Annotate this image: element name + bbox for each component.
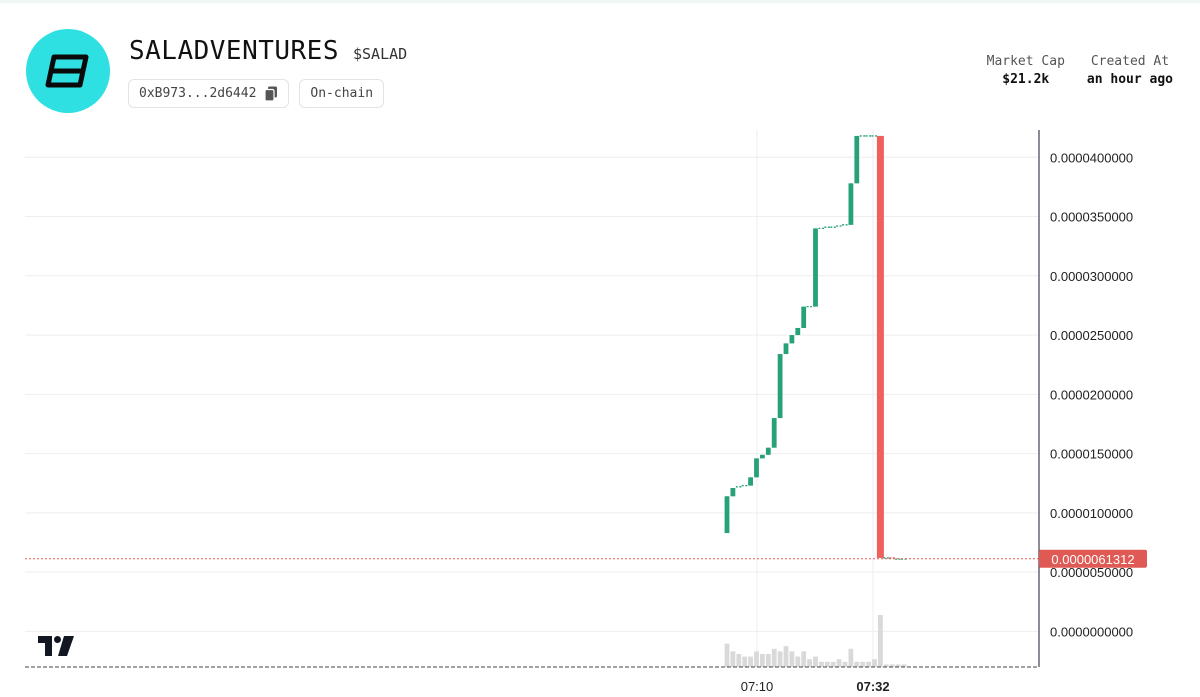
last-price-badge: [1039, 549, 1147, 568]
y-tick-label: 0.0000000000: [1050, 624, 1133, 639]
volume-bar: [801, 651, 807, 667]
volume-bar: [830, 661, 836, 667]
candle-body: [876, 135, 884, 558]
created-at-label: Created At: [1090, 54, 1170, 69]
top-accent-line: [0, 0, 1200, 3]
token-header: SALADVENTURES $SALAD 0xB973...2d6442 On-…: [0, 0, 1200, 130]
created-at-value: an hour ago: [1086, 72, 1173, 87]
volume-bar: [872, 659, 877, 667]
volume-bar: [742, 656, 748, 667]
market-cap-value: $21.2k: [1002, 72, 1050, 87]
volume-layer: [724, 615, 907, 667]
volume-bar: [883, 664, 889, 667]
token-ticker: $SALAD: [353, 45, 408, 63]
volume-bar: [842, 661, 848, 667]
volume-bar: [895, 664, 901, 667]
volume-bar: [730, 651, 736, 667]
volume-bar: [866, 661, 871, 667]
salad-logo-icon: [45, 54, 89, 88]
candle-body: [801, 306, 807, 328]
volume-bar: [765, 654, 771, 667]
x-tick-label: 07:32: [856, 679, 889, 694]
candle-body: [760, 454, 765, 459]
y-tick-label: 0.0000200000: [1050, 387, 1133, 402]
volume-bar: [807, 659, 812, 667]
candle-body: [783, 343, 789, 355]
last-price-label: 0.0000061312: [1051, 552, 1134, 567]
volume-bar: [824, 661, 830, 667]
y-tick-label: 0.0000250000: [1050, 328, 1133, 343]
volume-bar: [760, 654, 765, 667]
address-chip[interactable]: 0xB973...2d6442: [128, 79, 290, 108]
y-tick-label: 0.0000150000: [1050, 447, 1133, 462]
candle-body: [848, 183, 854, 225]
tradingview-logo-icon[interactable]: [38, 636, 76, 656]
candle-body: [777, 354, 783, 419]
volume-bar: [777, 651, 783, 667]
candle-body: [730, 488, 736, 497]
chain-label: On-chain: [310, 86, 374, 101]
volume-bar: [901, 664, 907, 667]
candle-body: [813, 228, 818, 307]
token-name: SALADVENTURES: [129, 36, 339, 66]
volume-bar: [819, 661, 824, 667]
volume-bar: [889, 664, 895, 667]
token-title-row: SALADVENTURES $SALAD: [129, 36, 407, 66]
token-stats: Market Cap $21.2k Created At an hour ago: [987, 53, 1173, 89]
candle-body: [724, 496, 730, 534]
volume-bar: [724, 643, 730, 667]
volume-bar: [754, 651, 759, 667]
candle-body: [795, 327, 801, 336]
volume-bar: [783, 646, 789, 667]
y-tick-label: 0.0000300000: [1050, 269, 1133, 284]
price-chart[interactable]: 0.0000400000 0.0000350000 0.0000300000 0.00…: [0, 130, 1200, 697]
contract-address: 0xB973...2d6442: [139, 86, 257, 101]
y-tick-label: 0.0000050000: [1050, 565, 1133, 580]
volume-bar: [860, 661, 866, 667]
candle-body: [754, 458, 759, 478]
axis-layer: 0.0000400000 0.0000350000 0.0000300000 0.00…: [25, 130, 1147, 694]
candle-body: [765, 447, 771, 455]
volume-bar: [748, 656, 753, 667]
y-tick-label: 0.0000100000: [1050, 506, 1133, 521]
volume-bar: [789, 651, 795, 667]
token-logo: [26, 29, 110, 113]
volume-bar: [836, 659, 842, 667]
candle-layer: [724, 135, 907, 560]
created-at-stat: Created At an hour ago: [1087, 53, 1173, 89]
y-tick-label: 0.0000400000: [1050, 150, 1133, 165]
token-chips: 0xB973...2d6442 On-chain: [128, 79, 385, 108]
volume-bar: [848, 648, 854, 667]
candle-body: [854, 135, 860, 184]
copy-icon[interactable]: [264, 86, 278, 102]
volume-bar: [771, 648, 777, 667]
grid-layer: [25, 130, 1039, 667]
volume-bar: [878, 615, 883, 667]
x-tick-label: 07:10: [741, 679, 774, 694]
market-cap-label: Market Cap: [986, 54, 1065, 69]
candle-body: [771, 418, 777, 448]
price-chart-svg[interactable]: 0.0000400000 0.0000350000 0.0000300000 0.00…: [0, 130, 1200, 697]
volume-bar: [736, 654, 742, 667]
chain-chip[interactable]: On-chain: [299, 79, 385, 108]
candle-body: [748, 477, 753, 486]
volume-bar: [813, 656, 818, 667]
y-tick-label: 0.0000350000: [1050, 210, 1133, 225]
candle-body: [789, 335, 795, 344]
volume-bar: [795, 656, 801, 667]
market-cap-stat: Market Cap $21.2k: [987, 53, 1065, 89]
volume-bar: [854, 661, 860, 667]
